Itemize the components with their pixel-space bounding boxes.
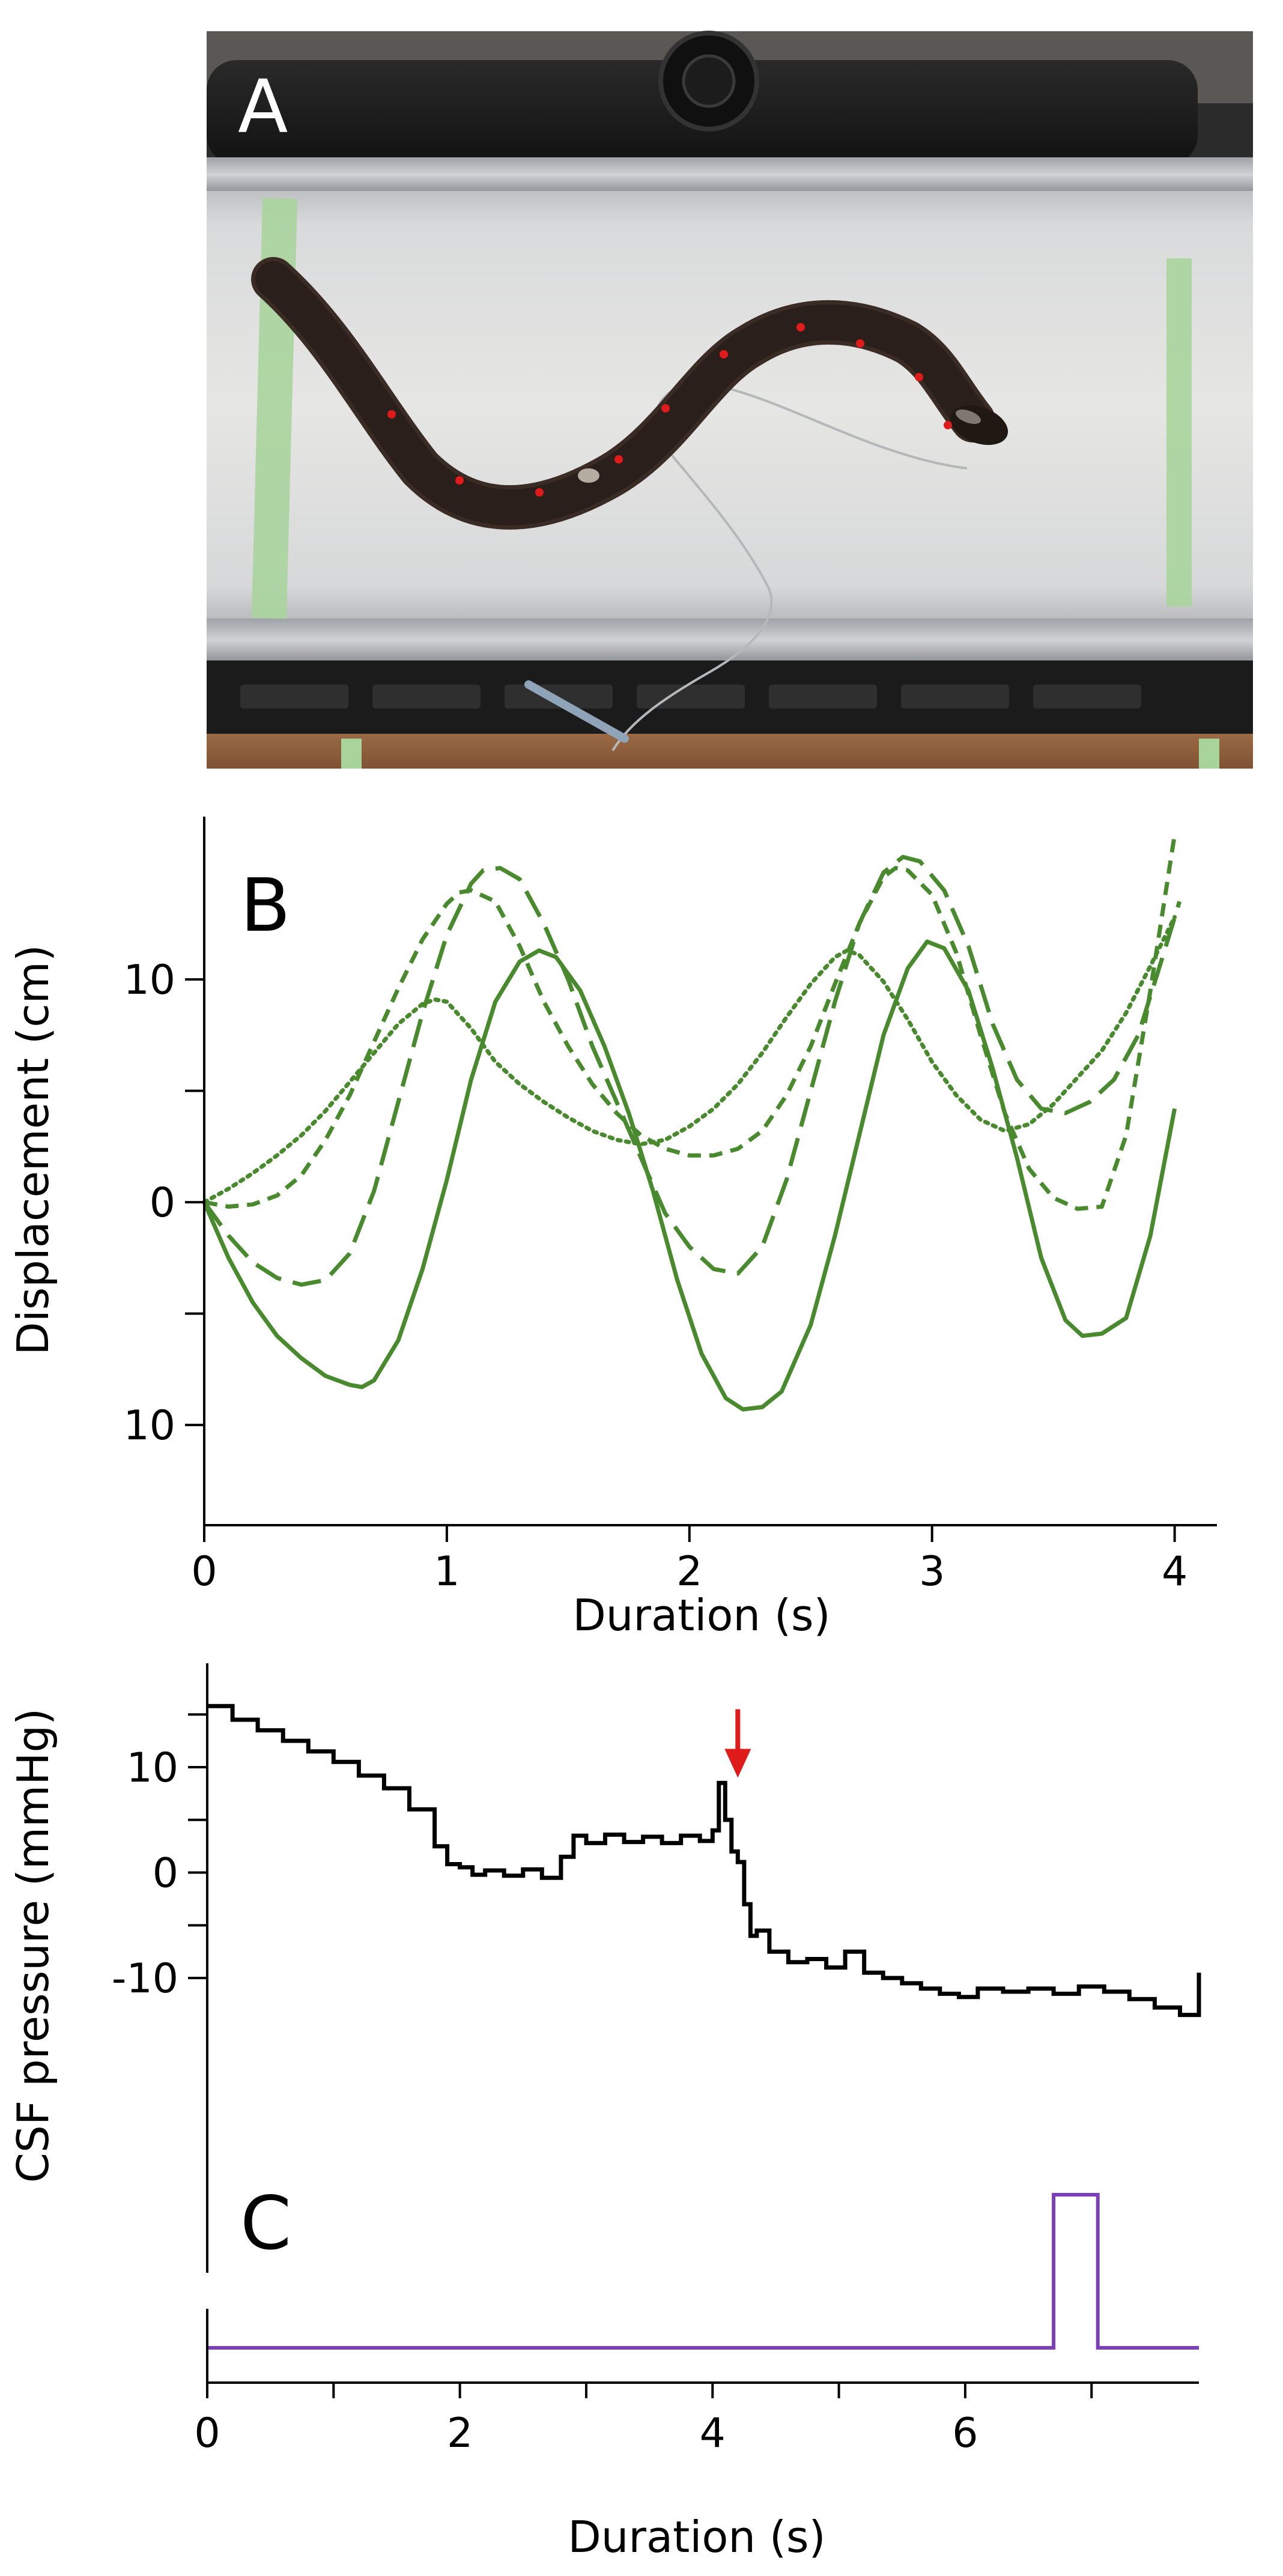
tracking-marker — [915, 373, 923, 381]
panel-b-y-axis-label: Displacement (cm) — [8, 945, 58, 1355]
x-tick-label: 2 — [447, 2410, 473, 2457]
x-tick-label: 2 — [676, 1548, 702, 1595]
series-line-short-dash — [204, 834, 1177, 1211]
tracking-marker — [661, 404, 670, 413]
y-tick-label: 10 — [123, 1402, 175, 1450]
tracking-marker — [455, 476, 464, 485]
y-tick-label: 10 — [123, 957, 175, 1004]
y-tick-label: 0 — [153, 1850, 178, 1897]
x-tick-label: 6 — [952, 2410, 978, 2457]
tracking-marker — [720, 350, 728, 358]
panel-a-photo: A — [207, 31, 1253, 769]
tape-bench-right — [1199, 739, 1219, 769]
csf-pressure-trace — [207, 1704, 1201, 2018]
tracking-marker — [856, 339, 864, 348]
panel-a-label: A — [238, 64, 288, 150]
tracking-markers — [387, 323, 952, 497]
x-tick-label: 1 — [434, 1548, 460, 1595]
tracking-marker — [614, 455, 623, 464]
tracking-marker — [535, 488, 544, 497]
tripod-mount-inner — [682, 54, 736, 108]
tray-slots — [240, 685, 1141, 709]
series-line-long-dash — [202, 854, 1182, 1287]
panel-b-chart: 10 0 10 0 1 2 3 4 B Duration (s) Displacement (… — [8, 817, 1217, 1640]
snake-head-highlight — [956, 409, 981, 425]
x-tick-label: 0 — [191, 1548, 217, 1595]
tracking-marker — [944, 421, 952, 429]
series-line-dotted — [202, 915, 1177, 1205]
panel-b-axes: 10 0 10 0 1 2 3 4 — [123, 817, 1217, 1595]
stimulus-trace — [207, 2193, 1199, 2350]
series-line-solid — [202, 939, 1177, 1412]
channel-bottom-rail — [207, 618, 1253, 662]
syringe — [524, 680, 629, 743]
tracking-marker — [796, 323, 805, 331]
panel-c-axes: 10 0 -10 0 2 4 6 — [112, 1663, 1199, 2457]
panel-b-label: B — [240, 863, 291, 948]
tape-bench-left — [341, 739, 362, 769]
snake-tail-taper — [261, 267, 291, 291]
panel-b-x-axis-label: Duration (s) — [572, 1590, 830, 1640]
panel-c-label: C — [240, 2181, 291, 2266]
snake-body — [255, 261, 991, 525]
arrow-head — [724, 1749, 751, 1778]
x-tick-label: 4 — [1162, 1548, 1187, 1595]
y-tick-label: 0 — [150, 1179, 175, 1227]
catheter-tube — [611, 382, 968, 752]
panel-c-y-axis-label: CSF pressure (mmHg) — [8, 1708, 58, 2183]
panel-c-chart: 10 0 -10 0 2 4 6 C Duration (s) CSF pressure (… — [8, 1663, 1201, 2562]
panel-b-series-group — [202, 834, 1182, 1412]
bench-surface — [207, 734, 1253, 769]
channel-top-rail — [207, 157, 1253, 192]
x-tick-label: 0 — [194, 2410, 220, 2457]
x-tick-label: 3 — [919, 1548, 945, 1595]
snake-body-marking — [578, 468, 599, 483]
y-tick-label: 10 — [126, 1744, 178, 1792]
tape-right — [1166, 258, 1192, 606]
tracking-marker — [387, 410, 396, 419]
panel-c-x-axis-label: Duration (s) — [568, 2512, 825, 2562]
x-tick-label: 4 — [700, 2410, 726, 2457]
y-tick-label: -10 — [112, 1955, 178, 2003]
panel-c-series-group — [207, 1704, 1201, 2350]
panel-c-red-arrow — [724, 1709, 751, 1778]
